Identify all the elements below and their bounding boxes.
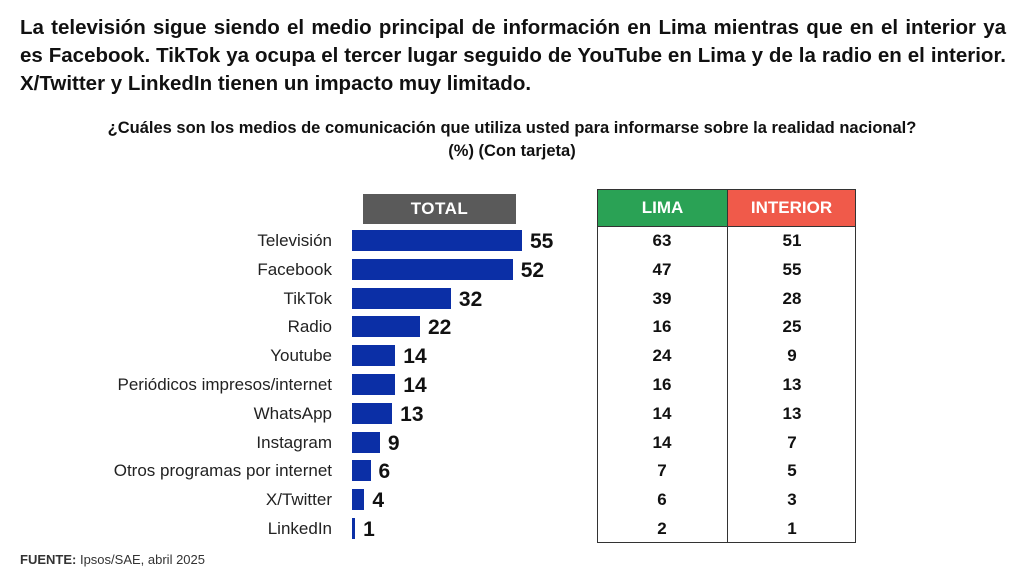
bar — [352, 258, 513, 280]
lima-value: 39 — [652, 288, 672, 308]
category-label: Periódicos impresos/internet — [117, 375, 332, 394]
lima-value: 47 — [652, 259, 672, 279]
lima-value: 7 — [657, 461, 667, 481]
bar — [352, 431, 380, 453]
bar — [352, 518, 356, 539]
survey-question: ¿Cuáles son los medios de comunicación q… — [0, 117, 1024, 163]
category-label: TikTok — [283, 288, 333, 308]
bar-value-label: 22 — [428, 316, 452, 340]
table-header-divider — [598, 226, 855, 227]
bar — [352, 402, 393, 424]
category-label: X/Twitter — [265, 490, 332, 510]
bar-value-label: 6 — [378, 460, 391, 484]
lima-value: 16 — [652, 375, 672, 394]
source-note: FUENTE: Ipsos/SAE, abril 2025 — [20, 552, 205, 567]
bar — [352, 230, 522, 251]
lima-value: 6 — [657, 490, 667, 510]
bar-value-label: 13 — [400, 402, 424, 426]
interior-value: 28 — [782, 288, 802, 308]
bar-value-label: 4 — [372, 489, 385, 513]
category-label: LinkedIn — [267, 519, 332, 538]
question-text: ¿Cuáles son los medios de comunicación q… — [107, 119, 917, 137]
interior-value: 13 — [782, 375, 802, 394]
bar — [352, 374, 396, 395]
category-label: Otros programas por internet — [113, 461, 332, 481]
interior-header: INTERIOR — [728, 190, 855, 226]
category-label: WhatsApp — [253, 403, 332, 423]
source-label: FUENTE: — [20, 552, 77, 567]
interior-value: 13 — [782, 403, 802, 423]
lima-value: 16 — [652, 317, 672, 337]
category-label: Instagram — [256, 432, 332, 452]
lima-value: 63 — [652, 231, 672, 250]
bar-value-label: 32 — [458, 287, 483, 311]
interior-value: 7 — [787, 432, 797, 452]
category-label: Televisión — [257, 231, 332, 250]
question-subtitle: (%) (Con tarjeta) — [448, 142, 576, 160]
bar — [352, 460, 371, 482]
interior-value: 1 — [787, 519, 797, 538]
bar-value-label: 9 — [387, 431, 400, 455]
bar — [352, 287, 451, 309]
category-label: Youtube — [270, 346, 332, 366]
interior-value: 55 — [782, 259, 802, 279]
interior-value: 3 — [787, 490, 797, 510]
lima-value: 2 — [657, 519, 667, 538]
bar-value-label: 14 — [403, 345, 427, 369]
bar — [352, 316, 420, 338]
bar-value-label: 55 — [530, 230, 554, 253]
headline: La televisión sigue siendo el medio prin… — [20, 16, 1006, 95]
lima-header: LIMA — [598, 190, 727, 226]
total-header: TOTAL — [363, 194, 516, 224]
region-table — [597, 189, 856, 543]
bar-value-label: 14 — [403, 374, 427, 397]
source-text: Ipsos/SAE, abril 2025 — [79, 552, 205, 567]
lima-value: 24 — [652, 346, 672, 366]
bar — [352, 489, 365, 511]
category-label: Radio — [287, 317, 332, 337]
bar-value-label: 52 — [520, 258, 545, 282]
category-label: Facebook — [257, 259, 332, 279]
bar — [352, 345, 396, 367]
interior-value: 51 — [782, 231, 802, 250]
interior-value: 9 — [787, 346, 797, 366]
bar-value-label: 1 — [363, 518, 375, 541]
interior-value: 25 — [782, 317, 802, 337]
lima-value: 14 — [652, 403, 672, 423]
interior-value: 5 — [787, 461, 797, 481]
lima-value: 14 — [652, 432, 672, 452]
table-column-divider — [727, 189, 728, 543]
